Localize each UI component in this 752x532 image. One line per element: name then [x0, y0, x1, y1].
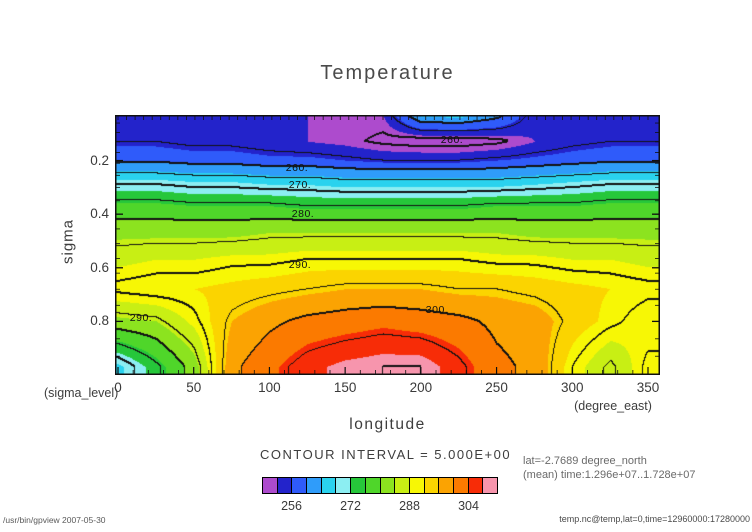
y-axis-title: sigma	[59, 219, 77, 265]
colorbar-cell	[483, 478, 497, 493]
y-axis-unit: (sigma_level)	[44, 386, 119, 400]
sigma-level-ticks	[116, 122, 659, 357]
footer-datasource: temp.nc@temp,lat=0,time=12960000:1728000…	[559, 514, 750, 524]
colorbar-tick-label: 304	[458, 499, 479, 513]
plot-frame-and-ticks	[115, 115, 660, 375]
y-tick-label: 0.6	[90, 259, 109, 275]
x-tick-label: 0	[114, 380, 122, 395]
contour-interval-label: CONTOUR INTERVAL = 5.000E+00	[260, 447, 512, 462]
x-tick-label: 150	[333, 380, 357, 395]
y-axis-ticks	[116, 159, 659, 323]
contour-label: 300.	[425, 304, 449, 316]
contour-label: 260.	[440, 134, 464, 146]
contour-label: 290.	[129, 312, 153, 324]
bottom-axis-ticks	[117, 367, 649, 374]
y-tick-label: 0.2	[90, 152, 109, 168]
contour-label: 280.	[291, 208, 315, 220]
x-tick-label: 50	[186, 380, 202, 395]
contour-plot	[115, 115, 660, 375]
colorbar-tick-label: 256	[281, 499, 302, 513]
footer-command: /usr/bin/gpview 2007-05-30	[3, 515, 106, 525]
colorbar-cell	[292, 478, 308, 493]
plot-title: Temperature	[320, 62, 455, 84]
x-tick-label: 300	[561, 380, 584, 395]
colorbar-labels: 256 272 288 304	[0, 499, 752, 515]
x-tick-label: 200	[409, 380, 433, 395]
colorbar-cell	[453, 478, 469, 493]
colorbar-tick-label: 272	[340, 499, 361, 513]
x-tick-label: 250	[485, 380, 508, 395]
colorbar-cell	[380, 478, 396, 493]
colorbar-cell	[321, 478, 337, 493]
colorbar-cell	[351, 478, 366, 493]
colorbar-cell	[307, 478, 322, 493]
top-grid-ticks	[117, 116, 649, 120]
colorbar-cell	[468, 478, 484, 493]
contour-label: 270.	[288, 179, 312, 191]
colorbar-cell	[439, 478, 454, 493]
colorbar-tick-label: 288	[399, 499, 420, 513]
contour-label: 260.	[285, 162, 309, 174]
x-tick-label: 100	[258, 380, 281, 395]
colorbar-cell	[365, 478, 381, 493]
x-tick-label: 350	[636, 380, 660, 395]
colorbar-cell	[409, 478, 425, 493]
y-tick-label: 0.4	[90, 206, 109, 222]
contour-label: 290.	[288, 259, 312, 271]
colorbar	[262, 477, 498, 494]
x-axis-title: longitude	[349, 416, 426, 433]
colorbar-cell	[424, 478, 440, 493]
annotation-time-range: (mean) time:1.296e+07..1.728e+07	[523, 469, 696, 481]
colorbar-cell	[263, 478, 278, 493]
y-tick-label: 0.8	[90, 313, 109, 329]
annotation-latitude: lat=-2.7689 degree_north	[523, 455, 647, 467]
plot-frame	[115, 115, 660, 375]
colorbar-cell	[336, 478, 352, 493]
x-axis-unit: (degree_east)	[574, 399, 652, 413]
plot-area: 0.2 0.4 0.6 0.8 0 50 100 150 200 250 300 350 260. 260…	[90, 115, 660, 395]
colorbar-cell	[277, 478, 293, 493]
colorbar-cell	[395, 478, 410, 493]
